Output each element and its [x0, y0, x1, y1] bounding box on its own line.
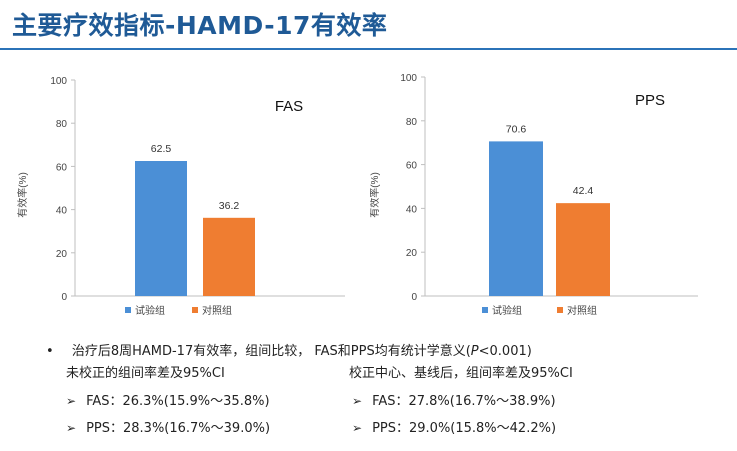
legend-swatch — [482, 307, 488, 313]
arrow-bullet-icon: ➢ — [352, 394, 363, 408]
left-item: ➢ PPS：28.3%(16.7%～39.0%) — [66, 417, 270, 436]
chart-title: PPS — [635, 92, 665, 109]
y-tick-label: 60 — [56, 162, 68, 173]
findings-line: • 治疗后8周HAMD-17有效率，组间比较， FAS和PPS均有统计学意义(P… — [46, 340, 532, 359]
y-tick-label: 20 — [56, 249, 68, 260]
bar-treatment — [489, 141, 543, 296]
bar-treatment — [135, 161, 187, 296]
y-tick-label: 100 — [400, 73, 417, 84]
pps-chart: 有效率(%) PPS 0 20 40 60 80 100 70.6 42.4 试验组 对照组 — [370, 73, 698, 317]
p-symbol: P — [470, 344, 479, 359]
left-heading: 未校正的组间率差及95%CI — [66, 366, 225, 381]
title-underline — [0, 48, 737, 50]
y-tick-label: 100 — [50, 76, 67, 87]
y-tick-label: 60 — [406, 161, 418, 172]
data-label: 42.4 — [573, 185, 594, 197]
y-axis-label: 有效率(%) — [16, 172, 29, 218]
bar-control — [556, 203, 610, 296]
y-tick-label: 20 — [406, 248, 418, 259]
right-item-text: PPS：29.0%(15.8%～42.2%) — [372, 421, 557, 436]
findings-text: 治疗后8周HAMD-17有效率，组间比较， FAS和PPS均有统计学意义( — [71, 344, 471, 359]
y-tick-label: 80 — [406, 117, 418, 128]
y-tick-label: 40 — [56, 206, 68, 217]
legend-label: 对照组 — [202, 304, 232, 317]
bar-control — [203, 217, 255, 296]
left-item-text: FAS：26.3%(15.9%～35.8%) — [86, 394, 270, 409]
right-heading: 校正中心、基线后，组间率差及95%CI — [349, 366, 573, 381]
data-label: 36.2 — [219, 200, 240, 212]
right-item: ➢ PPS：29.0%(15.8%～42.2%) — [352, 417, 556, 436]
data-label: 62.5 — [151, 143, 172, 155]
page-title: 主要疗效指标-HAMD-17有效率 — [12, 11, 388, 40]
legend-label: 对照组 — [567, 304, 597, 317]
legend-swatch — [192, 307, 198, 313]
right-item: ➢ FAS：27.8%(16.7%～38.9%) — [352, 390, 556, 409]
legend-label: 试验组 — [492, 304, 522, 317]
right-item-text: FAS：27.8%(16.7%～38.9%) — [372, 394, 556, 409]
fas-chart: 有效率(%) FAS 0 20 40 60 80 100 62.5 36.2 试验组 对照组 — [16, 76, 345, 317]
arrow-bullet-icon: ➢ — [66, 394, 77, 408]
y-axis-label: 有效率(%) — [370, 172, 381, 218]
y-tick-label: 0 — [61, 292, 67, 303]
p-value: <0.001) — [478, 344, 532, 359]
legend-label: 试验组 — [135, 304, 165, 317]
y-tick-label: 0 — [411, 292, 417, 303]
chart-title: FAS — [275, 98, 303, 115]
arrow-bullet-icon: ➢ — [352, 421, 363, 435]
bullet-dot: • — [46, 344, 54, 359]
y-tick-label: 80 — [56, 119, 68, 130]
legend-swatch — [125, 307, 131, 313]
data-label: 70.6 — [506, 123, 527, 135]
left-item-text: PPS：28.3%(16.7%～39.0%) — [86, 421, 271, 436]
arrow-bullet-icon: ➢ — [66, 421, 77, 435]
left-item: ➢ FAS：26.3%(15.9%～35.8%) — [66, 390, 270, 409]
y-tick-label: 40 — [406, 204, 418, 215]
legend-swatch — [557, 307, 563, 313]
